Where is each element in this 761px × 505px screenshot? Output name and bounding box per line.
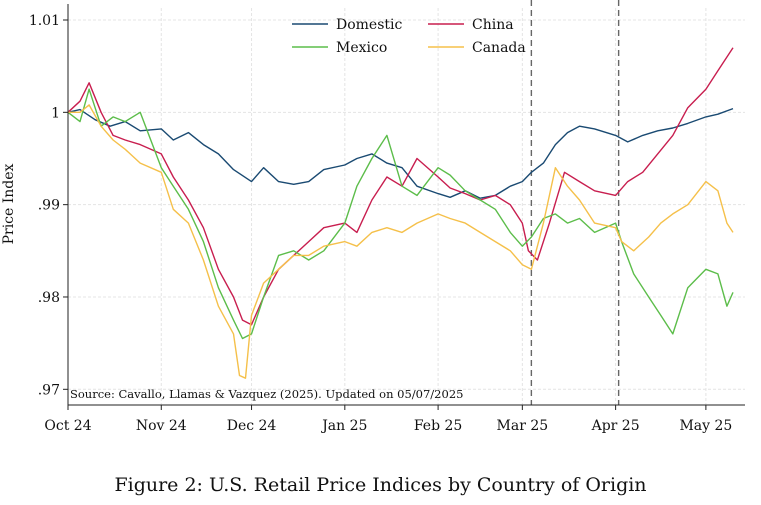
grid-layer	[67, 8, 745, 405]
y-tick-label: .99	[38, 198, 60, 214]
legend-label-mexico: Mexico	[336, 40, 387, 56]
series-line-canada	[68, 104, 734, 379]
x-tick-label: May 25	[679, 418, 732, 434]
series-lines	[67, 47, 734, 379]
y-tick-label: 1	[51, 105, 60, 121]
x-tick-label: Apr 25	[591, 418, 640, 434]
series-line-mexico	[67, 88, 734, 340]
axes: .97 .98 .99 1 1.01 Oct 24 Nov 24 Dec 24 Jan 25 Fe…	[29, 4, 745, 434]
price-index-chart: .97 .98 .99 1 1.01 Oct 24 Nov 24 Dec 24 Jan 25 Fe…	[1, 0, 745, 434]
vertical-reference-lines	[530, 0, 620, 405]
x-tick-label: Dec 24	[227, 418, 277, 434]
series-line-domestic	[67, 107, 734, 199]
legend-label-canada: Canada	[472, 40, 526, 56]
x-tick-label: Jan 25	[320, 418, 367, 434]
y-axis-title: Price Index	[1, 163, 17, 244]
x-tick-label: Nov 24	[136, 418, 187, 434]
x-tick-label: Oct 24	[44, 418, 91, 434]
series-line-china	[67, 47, 734, 326]
x-tick-label: Mar 25	[497, 418, 549, 434]
source-note: Source: Cavallo, Llamas & Vazquez (2025)…	[70, 387, 463, 401]
legend: Domestic China Mexico Canada	[292, 17, 526, 56]
y-tick-label: 1.01	[29, 13, 60, 29]
y-tick-label: .97	[38, 382, 60, 398]
y-tick-label: .98	[38, 290, 60, 306]
figure-caption: Figure 2: U.S. Retail Price Indices by C…	[114, 474, 647, 496]
legend-label-china: China	[472, 17, 514, 33]
x-tick-label: Feb 25	[414, 418, 462, 434]
legend-label-domestic: Domestic	[336, 17, 403, 33]
